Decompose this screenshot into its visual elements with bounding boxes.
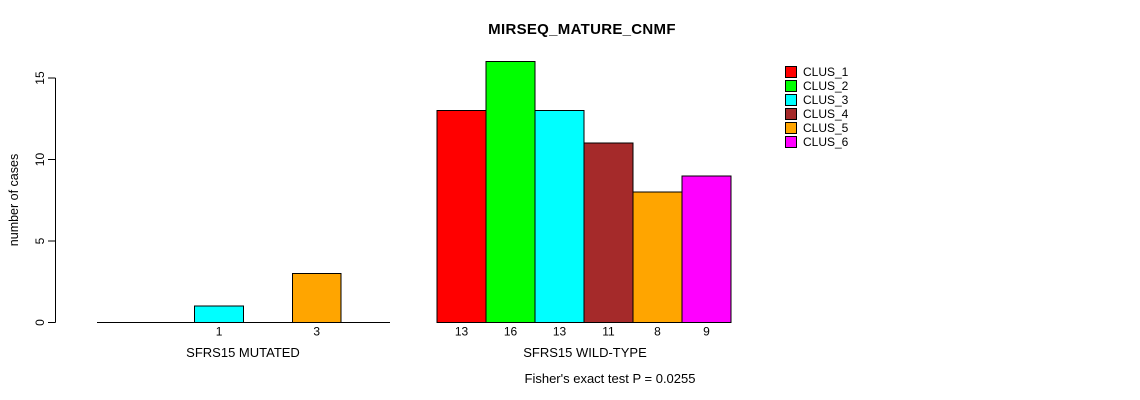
bar-clus_1-group1 (436, 110, 487, 323)
bar-clus_5-group0 (291, 273, 342, 324)
legend-item-clus_2: CLUS_2 (785, 79, 848, 93)
y-axis-tick-label: 10 (33, 153, 47, 167)
legend-item-clus_5: CLUS_5 (785, 121, 848, 135)
legend-swatch-clus_2 (785, 80, 797, 92)
legend-label: CLUS_1 (803, 65, 849, 79)
bar-count-label: 9 (703, 325, 710, 339)
bar-count-label: 13 (455, 325, 469, 339)
bar-count-label: 8 (654, 325, 661, 339)
bar-count-label: 3 (313, 325, 320, 339)
legend: CLUS_1 CLUS_2 CLUS_3 CLUS_4 CLUS_5 CLUS_6 (785, 65, 848, 149)
legend-label: CLUS_5 (803, 121, 849, 135)
bar-clus_2-group1 (485, 61, 536, 323)
chart-title: MIRSEQ_MATURE_CNMF (488, 21, 676, 38)
legend-swatch-clus_5 (785, 122, 797, 134)
bar-count-label: 1 (216, 325, 223, 339)
group-label-wildtype: SFRS15 WILD-TYPE (523, 345, 647, 360)
bar-clus_6-group1 (681, 175, 732, 323)
y-axis-tick-label: 15 (33, 71, 47, 85)
legend-item-clus_4: CLUS_4 (785, 107, 848, 121)
legend-item-clus_6: CLUS_6 (785, 135, 848, 149)
bar-clus_5-group1 (632, 191, 683, 323)
bar-clus_4-group1 (583, 142, 634, 323)
y-axis-tick-label: 5 (33, 237, 47, 244)
legend-swatch-clus_1 (785, 66, 797, 78)
bar-count-label: 13 (553, 325, 567, 339)
bar-clus_3-group0 (194, 305, 244, 324)
group-label-mutated: SFRS15 MUTATED (186, 345, 300, 360)
legend-label: CLUS_6 (803, 135, 849, 149)
fisher-test-annotation: Fisher's exact test P = 0.0255 (524, 371, 696, 386)
bar-count-label: 11 (602, 325, 615, 339)
legend-swatch-clus_4 (785, 108, 797, 120)
legend-item-clus_3: CLUS_3 (785, 93, 848, 107)
legend-swatch-clus_6 (785, 136, 797, 148)
y-axis-tick-label: 0 (33, 319, 47, 326)
legend-swatch-clus_3 (785, 94, 797, 106)
legend-label: CLUS_2 (803, 79, 849, 93)
legend-label: CLUS_4 (803, 107, 849, 121)
bar-clus_3-group1 (534, 110, 585, 323)
legend-label: CLUS_3 (803, 93, 849, 107)
legend-item-clus_1: CLUS_1 (785, 65, 848, 79)
bar-count-label: 16 (504, 325, 518, 339)
